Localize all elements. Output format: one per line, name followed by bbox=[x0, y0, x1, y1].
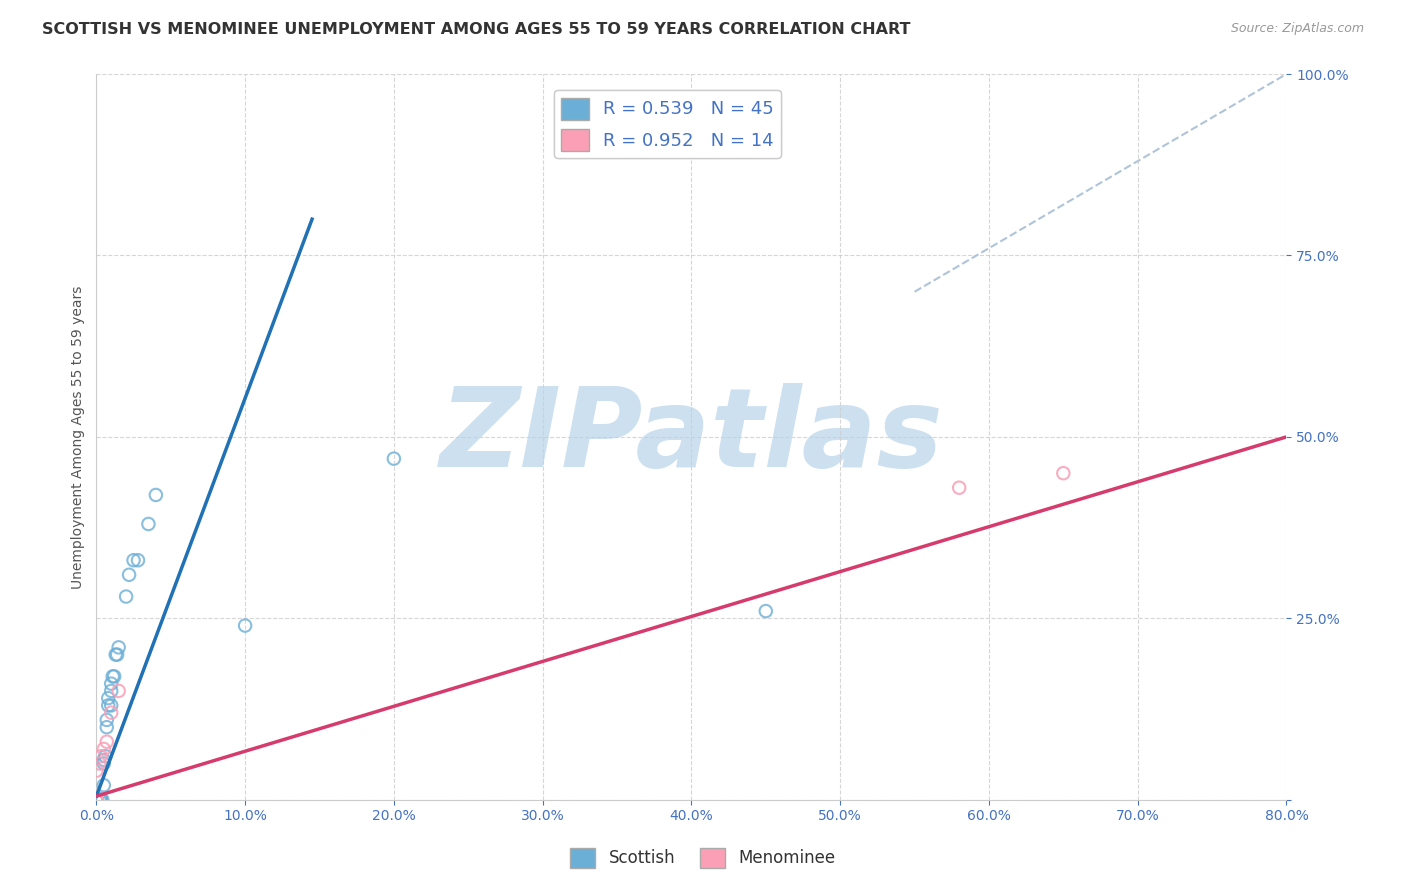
Point bbox=[90, 749, 112, 764]
Point bbox=[93, 778, 115, 792]
Point bbox=[104, 648, 127, 662]
Point bbox=[86, 793, 108, 807]
Text: Source: ZipAtlas.com: Source: ZipAtlas.com bbox=[1230, 22, 1364, 36]
Point bbox=[93, 756, 115, 771]
Point bbox=[122, 553, 145, 567]
Point bbox=[91, 793, 114, 807]
Point bbox=[86, 793, 108, 807]
Point bbox=[86, 793, 108, 807]
Point bbox=[86, 793, 108, 807]
Point bbox=[94, 749, 117, 764]
Point bbox=[86, 793, 108, 807]
Point bbox=[86, 793, 108, 807]
Point bbox=[948, 481, 970, 495]
Point bbox=[86, 793, 108, 807]
Point bbox=[96, 735, 118, 749]
Point bbox=[145, 488, 167, 502]
Point bbox=[90, 793, 112, 807]
Point bbox=[86, 793, 108, 807]
Legend: Scottish, Menominee: Scottish, Menominee bbox=[564, 841, 842, 875]
Point bbox=[103, 669, 125, 683]
Point bbox=[93, 753, 115, 767]
Point bbox=[97, 691, 120, 706]
Point bbox=[101, 669, 124, 683]
Point bbox=[100, 684, 122, 698]
Point bbox=[86, 793, 108, 807]
Point bbox=[86, 793, 108, 807]
Point bbox=[1052, 466, 1074, 480]
Point bbox=[755, 604, 778, 618]
Point bbox=[89, 756, 111, 771]
Point bbox=[89, 793, 111, 807]
Point bbox=[86, 764, 108, 778]
Point bbox=[138, 516, 160, 531]
Point bbox=[86, 793, 108, 807]
Point bbox=[115, 590, 138, 604]
Point bbox=[100, 676, 122, 690]
Y-axis label: Unemployment Among Ages 55 to 59 years: Unemployment Among Ages 55 to 59 years bbox=[72, 285, 86, 589]
Point bbox=[86, 793, 108, 807]
Point bbox=[97, 698, 120, 713]
Legend: R = 0.539   N = 45, R = 0.952   N = 14: R = 0.539 N = 45, R = 0.952 N = 14 bbox=[554, 90, 780, 158]
Point bbox=[127, 553, 149, 567]
Point bbox=[86, 793, 108, 807]
Point bbox=[86, 793, 108, 807]
Text: ZIPatlas: ZIPatlas bbox=[440, 384, 943, 491]
Point bbox=[107, 684, 129, 698]
Point bbox=[93, 742, 115, 756]
Point bbox=[382, 451, 405, 466]
Point bbox=[86, 793, 108, 807]
Point bbox=[105, 648, 128, 662]
Point bbox=[86, 793, 108, 807]
Point bbox=[86, 793, 108, 807]
Point bbox=[96, 713, 118, 727]
Point bbox=[86, 793, 108, 807]
Point bbox=[96, 720, 118, 734]
Point bbox=[100, 698, 122, 713]
Point bbox=[86, 793, 108, 807]
Point bbox=[233, 618, 256, 632]
Point bbox=[107, 640, 129, 655]
Point bbox=[86, 793, 108, 807]
Point bbox=[100, 706, 122, 720]
Text: SCOTTISH VS MENOMINEE UNEMPLOYMENT AMONG AGES 55 TO 59 YEARS CORRELATION CHART: SCOTTISH VS MENOMINEE UNEMPLOYMENT AMONG… bbox=[42, 22, 911, 37]
Point bbox=[86, 793, 108, 807]
Point bbox=[118, 567, 141, 582]
Point bbox=[90, 793, 112, 807]
